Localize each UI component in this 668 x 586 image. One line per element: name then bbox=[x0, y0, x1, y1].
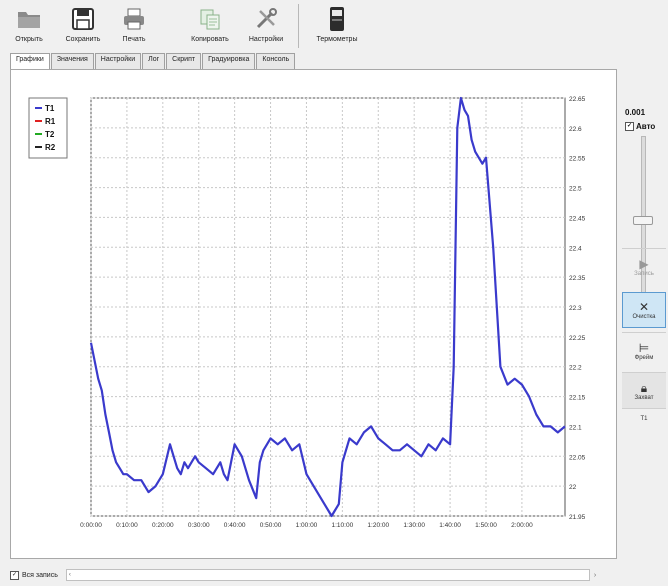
all-record-label: Вся запись bbox=[22, 572, 58, 579]
open-label: Открыть bbox=[15, 36, 43, 43]
x-tick-label: 0:20:00 bbox=[152, 522, 174, 529]
toolbar-separator bbox=[298, 4, 299, 48]
lock-label: Захват bbox=[634, 395, 653, 401]
x-tick-label: 1:30:00 bbox=[403, 522, 425, 529]
tools-icon bbox=[249, 2, 283, 36]
plot-panel: 22.65 22.6 22.55 22.5 22.45 22.4 22.35 22.3 22.2… bbox=[10, 69, 617, 559]
fit-label: Фрейм bbox=[635, 355, 654, 361]
settings-button[interactable]: Настройки bbox=[240, 2, 292, 50]
tab-console[interactable]: Консоль bbox=[256, 53, 295, 69]
copy-label: Копировать bbox=[191, 36, 229, 43]
tab-log[interactable]: Лог bbox=[142, 53, 165, 69]
floppy-icon bbox=[66, 2, 100, 36]
fit-frame-icon: ⊨ bbox=[639, 341, 649, 355]
copy-icon bbox=[193, 2, 227, 36]
lock-icon: 🔒︎ bbox=[641, 381, 647, 395]
fit-button[interactable]: ⊨ Фрейм bbox=[622, 332, 666, 368]
scale-slider-thumb[interactable] bbox=[633, 216, 653, 225]
x-axis-ticks: 0:00:00 0:10:00 0:20:00 0:30:00 0:40:00 0:50:… bbox=[80, 522, 533, 529]
x-tick-label: 1:20:00 bbox=[367, 522, 389, 529]
y-tick-label: 22.35 bbox=[569, 275, 586, 282]
x-tick-label: 1:40:00 bbox=[439, 522, 461, 529]
close-icon: ✕ bbox=[639, 300, 649, 314]
thermometers-label: Термометры bbox=[317, 36, 358, 43]
tab-script[interactable]: Скрипт bbox=[166, 53, 201, 69]
save-label: Сохранить bbox=[66, 36, 101, 43]
y-tick-label: 22.4 bbox=[569, 245, 582, 252]
print-label: Печать bbox=[123, 36, 146, 43]
folder-icon bbox=[12, 2, 46, 36]
tab-calibration[interactable]: Градуировка bbox=[202, 53, 255, 69]
auto-check-icon[interactable]: ✓ bbox=[625, 122, 634, 131]
y-tick-label: 22.3 bbox=[569, 305, 582, 312]
legend-label-T1: T1 bbox=[45, 104, 55, 113]
printer-icon bbox=[117, 2, 151, 36]
thermometers-button[interactable]: Термометры bbox=[304, 2, 370, 50]
open-button[interactable]: Открыть bbox=[6, 2, 52, 50]
legend: T1 R1 T2 R2 bbox=[29, 98, 67, 158]
x-tick-label: 0:40:00 bbox=[224, 522, 246, 529]
x-tick-label: 2:00:00 bbox=[511, 522, 533, 529]
legend-label-R2: R2 bbox=[45, 143, 56, 152]
temperature-chart[interactable]: 22.65 22.6 22.55 22.5 22.45 22.4 22.35 22.3 22.2… bbox=[11, 70, 616, 558]
y-tick-label: 22.15 bbox=[569, 395, 586, 402]
y-tick-label: 22 bbox=[569, 484, 577, 491]
toolbar: Открыть Сохранить Печать Копировать Наст… bbox=[0, 0, 668, 54]
save-button[interactable]: Сохранить bbox=[58, 2, 108, 50]
scroll-left-icon[interactable]: ‹ bbox=[69, 572, 71, 578]
channel-indicator[interactable]: T1 bbox=[622, 408, 666, 428]
scale-value[interactable]: 0.001 bbox=[625, 108, 645, 117]
horizontal-scrollbar[interactable]: ‹ bbox=[66, 569, 590, 581]
x-tick-label: 0:00:00 bbox=[80, 522, 102, 529]
lock-button[interactable]: 🔒︎ Захват bbox=[622, 372, 666, 408]
legend-label-R1: R1 bbox=[45, 117, 56, 126]
y-tick-label: 22.65 bbox=[569, 96, 586, 103]
tab-graphs[interactable]: Графики bbox=[10, 53, 50, 69]
x-tick-label: 0:50:00 bbox=[260, 522, 282, 529]
tab-bar: Графики Значения Настройки Лог Скрипт Гр… bbox=[10, 53, 296, 69]
scroll-right-icon[interactable]: › bbox=[594, 572, 596, 579]
y-tick-label: 22.55 bbox=[569, 156, 586, 163]
status-bar: ✓ Вся запись ‹ › bbox=[10, 568, 620, 582]
tab-settings[interactable]: Настройки bbox=[95, 53, 141, 69]
y-tick-label: 22.1 bbox=[569, 424, 582, 431]
copy-button[interactable]: Копировать bbox=[184, 2, 236, 50]
y-tick-label: 22.6 bbox=[569, 126, 582, 133]
clear-label: Очистка bbox=[633, 314, 656, 320]
record-label: Запись bbox=[634, 271, 654, 277]
y-axis-ticks: 22.65 22.6 22.55 22.5 22.45 22.4 22.35 22.3 22.2… bbox=[569, 96, 586, 521]
y-tick-label: 22.25 bbox=[569, 335, 586, 342]
auto-label: Авто bbox=[636, 122, 655, 131]
x-tick-label: 1:10:00 bbox=[332, 522, 354, 529]
right-panel: 0.001 ✓ Авто ▶ Запись ✕ Очистка ⊨ Фрейм … bbox=[620, 96, 668, 496]
all-record-checkbox[interactable]: ✓ bbox=[10, 571, 19, 580]
y-tick-label: 22.45 bbox=[569, 215, 586, 222]
record-button[interactable]: ▶ Запись bbox=[622, 248, 666, 284]
settings-label: Настройки bbox=[249, 36, 283, 43]
x-tick-label: 1:00:00 bbox=[296, 522, 318, 529]
y-tick-label: 22.5 bbox=[569, 186, 582, 193]
tab-values[interactable]: Значения bbox=[51, 53, 94, 69]
x-tick-label: 1:50:00 bbox=[475, 522, 497, 529]
y-tick-label: 21.95 bbox=[569, 514, 586, 521]
y-tick-label: 22.05 bbox=[569, 454, 586, 461]
clear-button[interactable]: ✕ Очистка bbox=[622, 292, 666, 328]
auto-checkbox[interactable]: ✓ Авто bbox=[625, 122, 655, 131]
legend-label-T2: T2 bbox=[45, 130, 55, 139]
x-tick-label: 0:30:00 bbox=[188, 522, 210, 529]
print-button[interactable]: Печать bbox=[112, 2, 156, 50]
x-tick-label: 0:10:00 bbox=[116, 522, 138, 529]
y-tick-label: 22.2 bbox=[569, 365, 582, 372]
channel-label: T1 bbox=[640, 416, 647, 422]
thermometer-device-icon bbox=[320, 2, 354, 36]
play-icon: ▶ bbox=[639, 257, 648, 271]
